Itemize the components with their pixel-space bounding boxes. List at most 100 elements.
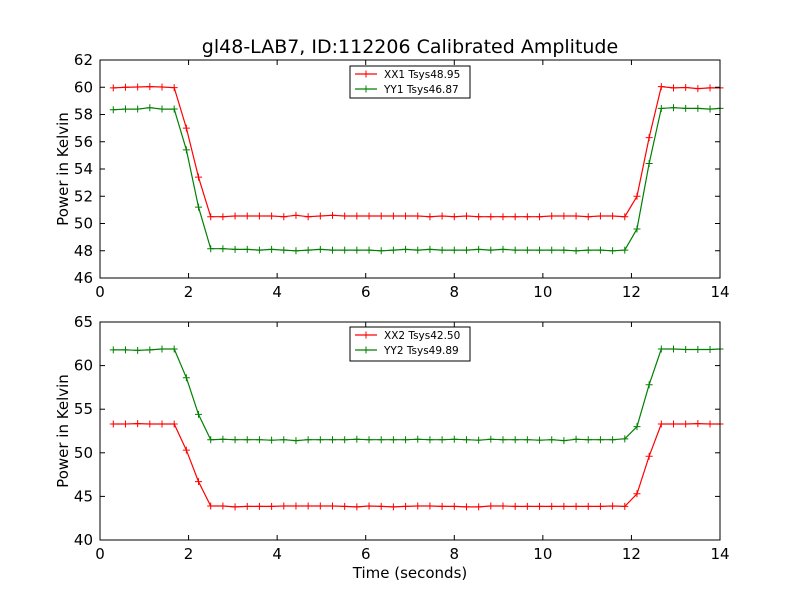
data-point (231, 436, 239, 444)
data-point (414, 435, 422, 443)
data-point (109, 420, 117, 428)
data-point (109, 346, 117, 354)
y-tick-label: 50 (74, 215, 93, 233)
data-point (596, 502, 604, 510)
data-point (243, 502, 251, 510)
data-point (316, 245, 324, 253)
data-point (353, 212, 361, 220)
data-point (389, 212, 397, 220)
data-point (402, 436, 410, 444)
data-point (657, 104, 665, 112)
data-point (365, 212, 373, 220)
data-point (572, 247, 580, 255)
data-point (499, 245, 507, 253)
data-point (548, 436, 556, 444)
data-point (609, 436, 617, 444)
data-point (499, 502, 507, 510)
legend-box (349, 65, 471, 99)
data-point (584, 436, 592, 444)
legend-marker (362, 85, 370, 93)
data-point (523, 436, 531, 444)
data-point (341, 436, 349, 444)
x-tick-label: 12 (622, 545, 641, 563)
data-point (657, 420, 665, 428)
data-point (450, 435, 458, 443)
data-point (450, 502, 458, 510)
data-point (207, 213, 215, 221)
data-point (182, 146, 190, 154)
data-point (255, 246, 263, 254)
data-point (621, 435, 629, 443)
data-point (365, 502, 373, 510)
data-point (560, 502, 568, 510)
data-point (670, 104, 677, 112)
bottom-panel: 0 2 4 6 8 10 12 14 40 45 50 55 60 65 Power in Kelvin Ti… (54, 313, 730, 582)
data-point (292, 211, 300, 219)
data-point (584, 246, 592, 254)
data-point (682, 420, 690, 428)
data-point (438, 212, 446, 220)
data-point (682, 345, 690, 353)
data-point (499, 436, 507, 444)
data-point (304, 213, 312, 221)
data-point (377, 502, 385, 510)
y-tick-label: 55 (74, 400, 93, 418)
x-tick-label: 2 (184, 545, 194, 563)
data-point (536, 436, 544, 444)
data-point (511, 213, 519, 221)
data-point (536, 502, 544, 510)
y-tick-label: 58 (74, 106, 93, 124)
data-point (268, 212, 276, 220)
data-point (341, 246, 349, 254)
data-point (158, 83, 166, 91)
data-point (268, 502, 276, 510)
y-tick-label: 65 (74, 313, 93, 331)
data-point (462, 503, 470, 511)
legend-box (349, 326, 471, 362)
data-point (438, 246, 446, 254)
data-point (255, 436, 263, 444)
data-point (414, 246, 422, 254)
x-tick-label: 12 (622, 283, 641, 301)
data-point (121, 420, 129, 428)
data-point (219, 502, 227, 510)
data-point (353, 503, 361, 511)
data-point (682, 84, 690, 92)
data-point (584, 213, 592, 221)
data-point (195, 478, 203, 486)
data-point (487, 246, 495, 254)
legend-marker (362, 70, 370, 78)
data-point (548, 246, 556, 254)
legend-label: YY2 Tsys49.89 (383, 345, 459, 357)
data-point (511, 246, 519, 254)
data-point (304, 436, 312, 444)
data-point (572, 502, 580, 510)
data-point (134, 420, 142, 428)
data-point (475, 213, 483, 221)
y-tick-label: 46 (74, 269, 93, 287)
data-point (694, 420, 702, 428)
data-point (657, 83, 665, 91)
data-point (316, 502, 324, 510)
y-tick-label: 54 (74, 160, 93, 178)
data-point (402, 502, 410, 510)
data-point (523, 213, 531, 221)
data-point (694, 85, 702, 93)
data-point (621, 213, 629, 221)
series-line (113, 85, 720, 218)
x-tick-label: 14 (710, 545, 729, 563)
data-point (426, 245, 434, 253)
y-axis-label: Power in Kelvin (54, 374, 72, 488)
legend-marker (362, 346, 370, 354)
data-point (195, 410, 203, 418)
data-point (377, 212, 385, 220)
data-point (292, 437, 300, 445)
data-point (207, 502, 215, 510)
series-line (113, 422, 720, 508)
x-tick-label: 10 (533, 545, 552, 563)
data-point (255, 502, 263, 510)
data-point (645, 381, 653, 389)
data-point (596, 436, 604, 444)
